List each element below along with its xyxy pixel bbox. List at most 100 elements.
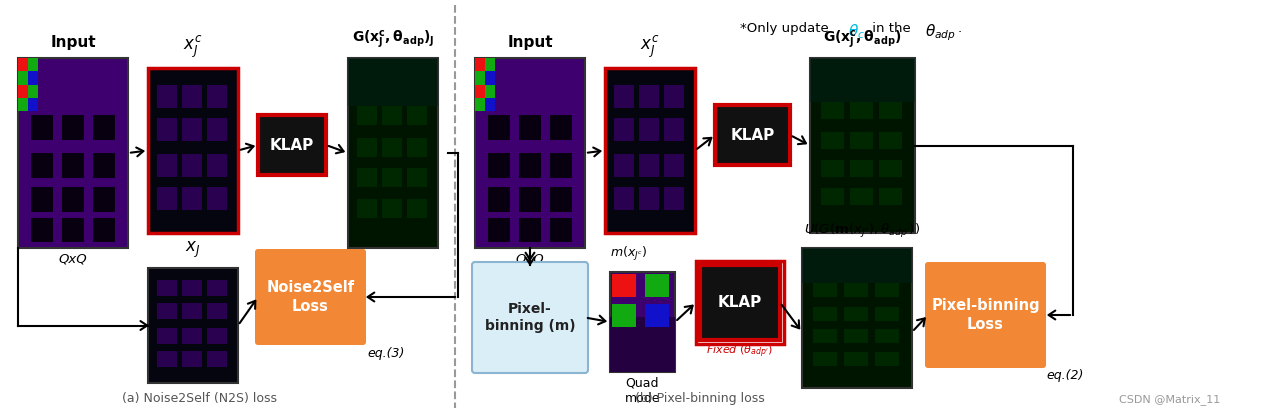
Bar (844, 283, 868, 297)
Text: *Only update: *Only update (740, 22, 832, 35)
Bar (844, 307, 868, 321)
Bar (348, 58, 438, 248)
Bar (639, 187, 659, 210)
Bar (802, 248, 912, 283)
Bar (182, 154, 202, 177)
Bar (157, 302, 177, 318)
Bar (357, 105, 377, 124)
FancyBboxPatch shape (925, 262, 1046, 368)
Bar (644, 304, 669, 327)
Text: (a) Noise2Self (N2S) loss: (a) Noise2Self (N2S) loss (123, 392, 277, 405)
Bar (474, 58, 584, 248)
Bar (407, 105, 428, 124)
Bar (28, 98, 38, 111)
Bar (157, 280, 177, 296)
Bar (157, 154, 177, 177)
Bar (348, 58, 438, 105)
Bar (474, 71, 484, 85)
Text: QxQ: QxQ (58, 253, 87, 266)
Text: KLAP: KLAP (269, 138, 314, 152)
Bar (407, 168, 428, 187)
Bar (810, 58, 915, 102)
Text: Fixed $(\theta_{adp^\prime})$: Fixed $(\theta_{adp^\prime})$ (706, 344, 774, 361)
Bar (18, 58, 28, 71)
Bar (474, 85, 484, 98)
Bar (639, 154, 659, 177)
Bar (644, 274, 669, 297)
Bar (207, 154, 228, 177)
Bar (28, 58, 38, 71)
Bar (519, 187, 541, 212)
Bar (157, 351, 177, 367)
Text: Input: Input (51, 35, 96, 50)
Bar (407, 138, 428, 157)
Bar (207, 328, 228, 344)
Bar (488, 218, 510, 242)
Bar (18, 98, 28, 111)
Bar (157, 187, 177, 210)
Bar (182, 118, 202, 140)
Bar (639, 118, 659, 140)
Bar (28, 85, 38, 98)
Bar (821, 188, 844, 205)
Text: CSDN @Matrix_11: CSDN @Matrix_11 (1118, 394, 1219, 405)
Bar (550, 218, 572, 242)
Text: $\mathbf{G(x_J^c, \theta_{adp})}$: $\mathbf{G(x_J^c, \theta_{adp})}$ (824, 28, 902, 50)
Bar (357, 199, 377, 218)
Bar (474, 98, 484, 111)
Bar (62, 115, 83, 140)
Bar (182, 328, 202, 344)
Bar (614, 187, 634, 210)
Bar (821, 102, 844, 119)
Bar (664, 187, 684, 210)
Bar (874, 351, 899, 366)
Bar (821, 159, 844, 177)
Bar (157, 85, 177, 108)
Bar (850, 131, 873, 149)
Bar (874, 307, 899, 321)
Text: $m(x_{J^c})$: $m(x_{J^c})$ (610, 245, 648, 263)
Bar (92, 218, 115, 242)
Bar (614, 154, 634, 177)
Bar (382, 138, 402, 157)
Bar (484, 98, 495, 111)
Bar (484, 58, 495, 71)
Bar (28, 71, 38, 85)
Text: .: . (958, 22, 963, 35)
Bar (605, 68, 694, 233)
Bar (62, 218, 83, 242)
Bar (207, 85, 228, 108)
Bar (639, 85, 659, 108)
Bar (879, 102, 902, 119)
Bar (813, 351, 837, 366)
Bar (382, 168, 402, 187)
Bar (357, 138, 377, 157)
Text: Pixel-
binning (m): Pixel- binning (m) (484, 302, 576, 333)
Bar (519, 115, 541, 140)
Bar (821, 131, 844, 149)
Bar (18, 58, 128, 248)
FancyBboxPatch shape (256, 249, 366, 345)
Bar (550, 153, 572, 178)
Bar (62, 187, 83, 212)
Bar (614, 118, 634, 140)
Text: Pixel-binning
Loss: Pixel-binning Loss (931, 298, 1040, 332)
Bar (844, 329, 868, 343)
Text: Quad
mode: Quad mode (625, 377, 660, 405)
Bar (550, 115, 572, 140)
Bar (612, 304, 636, 327)
Text: $\mathbf{\it{x}_J^c}$: $\mathbf{\it{x}_J^c}$ (183, 34, 202, 60)
Bar (610, 272, 676, 372)
Bar (484, 85, 495, 98)
Bar (813, 329, 837, 343)
Bar (488, 153, 510, 178)
Bar (62, 153, 83, 178)
Text: $\mathbf{\it{x}_J^c}$: $\mathbf{\it{x}_J^c}$ (640, 34, 659, 60)
Bar (614, 85, 634, 108)
Bar (207, 280, 228, 296)
Bar (92, 115, 115, 140)
Text: $\theta_c$: $\theta_c$ (848, 22, 865, 41)
Text: $U(G(\mathbf{m}(x_{J^c}), \theta_{adp^\prime}))$: $U(G(\mathbf{m}(x_{J^c}), \theta_{adp^\p… (805, 222, 920, 240)
Bar (32, 153, 53, 178)
Bar (664, 118, 684, 140)
